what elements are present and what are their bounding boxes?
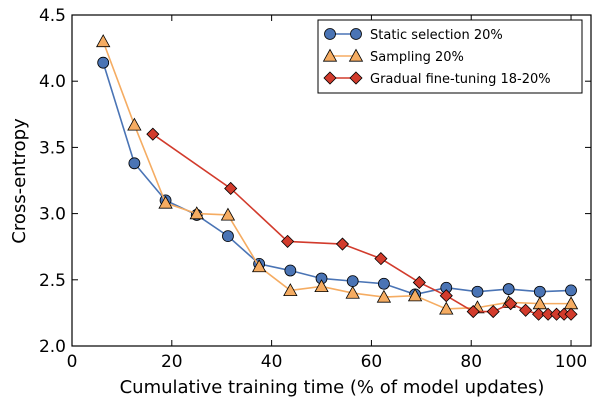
y-tick-label: 4.5 <box>39 6 66 26</box>
data-point <box>471 285 484 298</box>
data-point <box>281 234 295 248</box>
data-point <box>439 301 454 315</box>
data-point <box>128 157 141 170</box>
data-point <box>486 305 500 319</box>
data-point <box>519 303 533 317</box>
data-point <box>564 307 578 321</box>
legend-marker <box>322 48 338 62</box>
plot-frame <box>71 14 592 347</box>
y-tick-label: 3.0 <box>39 205 66 225</box>
data-point <box>533 285 546 298</box>
series-line <box>102 62 572 296</box>
data-point <box>439 289 453 303</box>
y-axis-label: Cross-entropy <box>9 118 30 244</box>
data-point <box>374 252 388 266</box>
data-point <box>222 230 234 243</box>
legend: Static selection 20% Sampling 20% Gradual … <box>317 19 583 94</box>
data-point <box>251 259 267 273</box>
series-line <box>102 41 572 310</box>
legend-marker <box>349 71 363 85</box>
data-point <box>220 207 236 221</box>
data-point <box>504 297 518 311</box>
legend-marker <box>324 28 336 40</box>
data-point <box>314 279 329 293</box>
data-point <box>224 181 238 196</box>
y-tick-label: 4.0 <box>39 72 66 92</box>
data-point <box>345 285 360 299</box>
data-point <box>146 127 160 141</box>
x-tick-label: 80 <box>460 352 482 372</box>
data-point <box>412 275 426 290</box>
legend-item: Sampling 20% <box>322 48 464 65</box>
data-point <box>532 296 548 310</box>
legend-marker <box>348 48 364 62</box>
y-tick-label: 3.5 <box>39 138 66 158</box>
data-point <box>502 283 515 295</box>
data-point <box>407 288 423 302</box>
series-circle <box>97 56 577 301</box>
data-point <box>335 237 350 251</box>
legend-marker <box>323 71 337 85</box>
data-point <box>346 275 359 288</box>
legend-item: Gradual fine-tuning 18-20% <box>323 71 551 87</box>
data-point <box>158 195 173 209</box>
legend-label: Gradual fine-tuning 18-20% <box>370 72 551 87</box>
data-point <box>189 206 204 220</box>
data-point <box>127 117 142 131</box>
data-point <box>565 284 577 297</box>
ticks-layer: 0 20 40 60 80 100 2.0 2.5 3.0 3.5 4.0 4.5 <box>39 6 591 372</box>
y-tick-label: 2.0 <box>39 337 66 357</box>
data-point <box>96 34 111 48</box>
axes-layer <box>71 14 592 347</box>
legend-item: Static selection 20% <box>324 28 503 43</box>
y-tick-label: 2.5 <box>39 271 66 291</box>
series-diamond <box>146 127 578 321</box>
x-tick-label: 40 <box>261 352 283 372</box>
legend-label: Sampling 20% <box>370 50 464 65</box>
x-tick-label: 100 <box>555 352 587 372</box>
data-point <box>376 289 392 303</box>
data-point <box>284 264 297 277</box>
data-point <box>377 277 390 290</box>
legend-marker <box>350 28 362 40</box>
legend-label: Static selection 20% <box>370 28 503 43</box>
data-point <box>466 305 480 319</box>
legend-box <box>317 19 583 94</box>
x-tick-label: 20 <box>161 352 183 372</box>
data-point <box>283 283 298 296</box>
x-axis-label: Cumulative training time (% of model upd… <box>120 377 545 398</box>
x-tick-label: 0 <box>67 352 78 372</box>
data-point <box>532 307 546 321</box>
x-tick-label: 60 <box>361 352 383 372</box>
series-layer <box>96 34 579 321</box>
data-point <box>97 56 110 69</box>
